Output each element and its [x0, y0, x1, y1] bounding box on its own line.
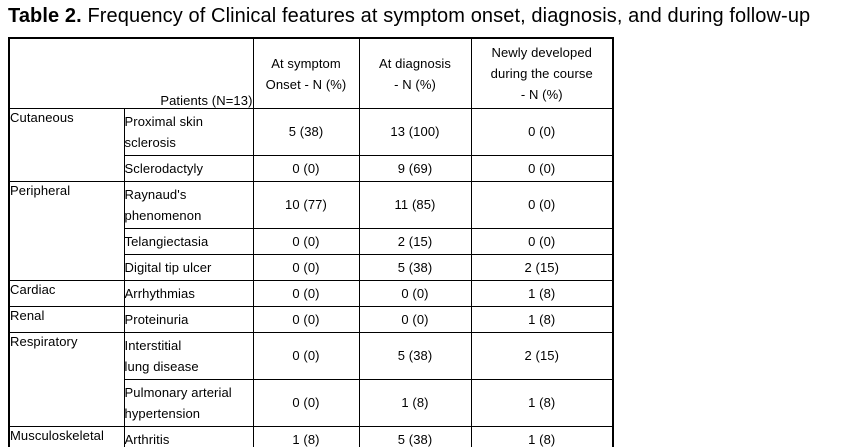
- table-row: Respiratory Interstitial lung disease 0 …: [8, 332, 614, 427]
- value-cell-diagnosis: 5 (38): [358, 426, 472, 447]
- value-cell-newly: 1 (8): [470, 306, 614, 333]
- value-cell-diagnosis: 13 (100): [358, 108, 472, 156]
- value-cell-onset: 0 (0): [252, 155, 360, 182]
- value-cell-newly: 0 (0): [470, 155, 614, 182]
- value-cell-newly: 1 (8): [470, 280, 614, 307]
- value-cell-diagnosis: 1 (8): [358, 379, 472, 427]
- value-cell-onset: 10 (77): [252, 181, 360, 229]
- category-cell-cutaneous: Cutaneous: [8, 108, 125, 182]
- feature-cell: Digital tip ulcer: [123, 254, 254, 281]
- value-cell-onset: 1 (8): [252, 426, 360, 447]
- column-header-newly-developed: Newly developed during the course - N (%…: [470, 37, 614, 109]
- feature-cell: Proximal skin sclerosis: [123, 108, 254, 156]
- table-caption: Table 2. Frequency of Clinical features …: [0, 0, 847, 29]
- value-cell-newly: 1 (8): [470, 426, 614, 447]
- patients-header-cell: Patients (N=13): [8, 37, 254, 109]
- feature-cell: Interstitial lung disease: [123, 332, 254, 380]
- value-cell-diagnosis: 5 (38): [358, 332, 472, 380]
- table-caption-label: Table 2.: [8, 5, 82, 27]
- value-cell-diagnosis: 0 (0): [358, 306, 472, 333]
- feature-cell: Raynaud's phenomenon: [123, 181, 254, 229]
- table-row: Pulmonary arterial hypertension 0 (0) 1 …: [9, 379, 614, 427]
- value-cell-onset: 0 (0): [252, 379, 360, 427]
- column-header-at-symptom-onset: At symptom Onset - N (%): [252, 37, 360, 109]
- value-cell-newly: 1 (8): [470, 379, 614, 427]
- feature-cell: Sclerodactyly: [123, 155, 254, 182]
- feature-cell: Arrhythmias: [123, 280, 254, 307]
- value-cell-diagnosis: 11 (85): [358, 181, 472, 229]
- value-cell-diagnosis: 0 (0): [358, 280, 472, 307]
- table-caption-text: Frequency of Clinical features at sympto…: [81, 5, 811, 27]
- category-cell-peripheral: Peripheral: [8, 181, 125, 281]
- table-row: Musculoskeletal Arthritis 1 (8) 5 (38) 1…: [8, 426, 614, 447]
- feature-cell: Arthritis: [123, 426, 254, 447]
- table-row: Renal Proteinuria 0 (0) 0 (0) 1 (8): [8, 306, 614, 333]
- value-cell-diagnosis: 2 (15): [358, 228, 472, 255]
- value-cell-onset: 5 (38): [252, 108, 360, 156]
- feature-cell: Proteinuria: [123, 306, 254, 333]
- header-row: Patients (N=13) At symptom Onset - N (%)…: [8, 37, 614, 109]
- table-row: Cardiac Arrhythmias 0 (0) 0 (0) 1 (8): [8, 280, 614, 307]
- table-row: Sclerodactyly 0 (0) 9 (69) 0 (0): [9, 155, 614, 182]
- category-cell-respiratory: Respiratory: [8, 332, 125, 427]
- value-cell-onset: 0 (0): [252, 228, 360, 255]
- value-cell-onset: 0 (0): [252, 280, 360, 307]
- table-row: Telangiectasia 0 (0) 2 (15) 0 (0): [9, 228, 614, 255]
- value-cell-newly: 0 (0): [470, 228, 614, 255]
- table-row: Peripheral Raynaud's phenomenon 10 (77) …: [8, 181, 614, 281]
- value-cell-newly: 0 (0): [470, 181, 614, 229]
- category-cell-cardiac: Cardiac: [8, 280, 125, 307]
- value-cell-newly: 2 (15): [470, 332, 614, 380]
- value-cell-newly: 0 (0): [470, 108, 614, 156]
- feature-cell: Pulmonary arterial hypertension: [123, 379, 254, 427]
- value-cell-onset: 0 (0): [252, 306, 360, 333]
- category-cell-renal: Renal: [8, 306, 125, 333]
- table-row: Cutaneous Proximal skin sclerosis 5 (38)…: [8, 108, 614, 182]
- category-cell-musculoskeletal: Musculoskeletal: [8, 426, 125, 447]
- feature-cell: Telangiectasia: [123, 228, 254, 255]
- clinical-features-table: Patients (N=13) At symptom Onset - N (%)…: [8, 37, 614, 447]
- value-cell-onset: 0 (0): [252, 254, 360, 281]
- column-header-at-diagnosis: At diagnosis - N (%): [358, 37, 472, 109]
- value-cell-diagnosis: 9 (69): [358, 155, 472, 182]
- value-cell-diagnosis: 5 (38): [358, 254, 472, 281]
- value-cell-newly: 2 (15): [470, 254, 614, 281]
- value-cell-onset: 0 (0): [252, 332, 360, 380]
